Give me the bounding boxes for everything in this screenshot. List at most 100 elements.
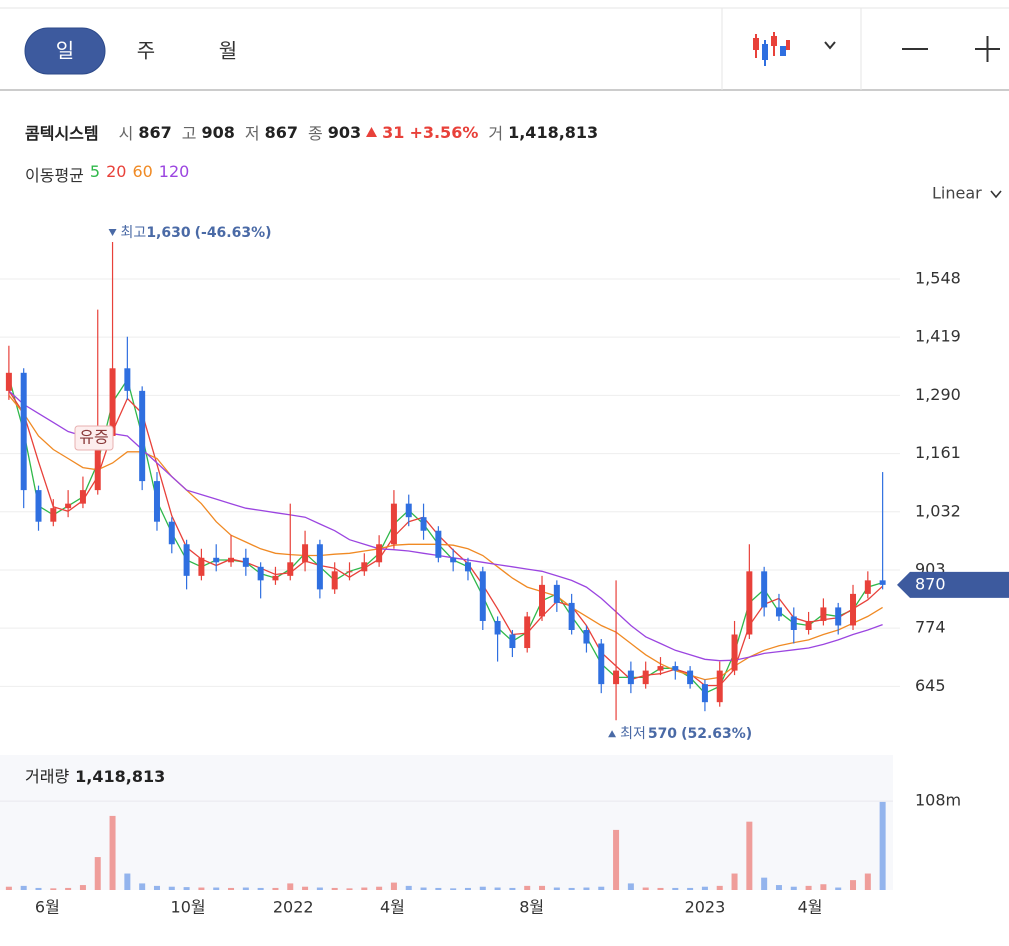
x-tick-label: 2023: [685, 898, 726, 917]
ma-title: 이동평균: [25, 166, 84, 185]
quote-label: 고: [181, 124, 197, 143]
volume-title: 거래량 1,418,813: [25, 767, 165, 786]
candle-body: [716, 670, 723, 703]
y-tick-label: 1,290: [915, 385, 961, 404]
candle-body: [183, 544, 190, 576]
volume-bar: [509, 887, 516, 890]
current-price-label: 870: [915, 574, 946, 593]
volume-bar: [835, 887, 842, 890]
candle-body: [598, 643, 605, 685]
chart-type-chevron[interactable]: [824, 41, 836, 50]
quote-label: 종: [308, 124, 323, 143]
volume-bar: [642, 887, 649, 890]
x-tick-label: 10월: [171, 898, 206, 917]
candle-body: [94, 435, 101, 491]
volume-bar: [864, 873, 871, 890]
candle-body: [450, 557, 457, 563]
candle-body: [657, 666, 664, 671]
candle-body: [805, 620, 812, 630]
candle-body: [213, 557, 220, 563]
up-triangle: [366, 127, 378, 137]
candle-body: [879, 580, 886, 585]
candle-body: [494, 620, 501, 635]
volume-bar: [494, 887, 501, 890]
volume-bar: [687, 887, 694, 890]
quote-value: 903: [327, 122, 362, 142]
min-label: 최저: [620, 726, 646, 742]
change-percent: +3.56%: [409, 122, 479, 142]
candle-body: [79, 490, 86, 504]
volume-bar: [316, 887, 323, 890]
scale-mode-chevron[interactable]: [990, 190, 1002, 199]
volume-bar: [139, 883, 146, 890]
candle-body: [228, 557, 235, 563]
volume-bar: [435, 887, 442, 890]
min-change: (52.63%): [681, 726, 752, 742]
volume-bar: [109, 815, 116, 890]
candle-body: [65, 503, 72, 509]
candle-body: [139, 390, 146, 482]
candle-body: [376, 544, 383, 563]
event-label: 유증: [79, 428, 108, 447]
chart-type-button[interactable]: [753, 32, 790, 66]
tab-day[interactable]: 일: [56, 39, 74, 63]
tab-selected-bg[interactable]: [24, 27, 106, 75]
ma-legend-item[interactable]: 5: [89, 162, 101, 181]
min-value: 570: [648, 726, 677, 742]
max-marker: [108, 228, 117, 236]
volume-bar: [405, 885, 412, 890]
volume-bar: [272, 887, 279, 890]
max-label: 최고: [121, 225, 147, 241]
candle-body: [124, 368, 131, 391]
max-annotation: 최고1,630 (-46.63%): [121, 225, 272, 241]
scale-mode[interactable]: Linear: [932, 184, 982, 203]
x-tick-label: 6월: [35, 898, 60, 917]
volume-tick-label: 108m: [915, 791, 961, 810]
current-price-flag: [897, 571, 1009, 598]
event-box: [74, 425, 114, 451]
min-annotation: 최저 570 (52.63%): [620, 726, 752, 742]
ma-legend-item[interactable]: 120: [158, 162, 190, 181]
candle-body: [50, 508, 57, 522]
candle-body: [553, 584, 560, 603]
candle-body: [835, 607, 842, 626]
volume-bar: [168, 886, 175, 890]
candle-body: [361, 562, 368, 572]
tab-week[interactable]: 주: [137, 39, 155, 63]
volume-bar: [627, 883, 634, 890]
volume-bar: [20, 885, 27, 890]
candle-body: [761, 571, 768, 608]
ma-legend-item[interactable]: 20: [106, 162, 127, 181]
volume-bar: [35, 887, 42, 890]
ma-legend-item[interactable]: 60: [132, 162, 153, 181]
volume-panel-bg: [0, 755, 893, 890]
candle-body: [775, 607, 782, 617]
candle-body: [109, 368, 116, 436]
candle-body: [35, 490, 42, 522]
volume-bar: [302, 886, 309, 890]
candle-body: [568, 602, 575, 630]
max-change: (-46.63%): [195, 225, 272, 241]
volume-bar: [553, 887, 560, 890]
volume-bar: [568, 887, 575, 890]
candle-body: [405, 503, 412, 518]
candle-body: [731, 634, 738, 671]
quote-label: 시: [118, 124, 134, 143]
candle-body: [331, 571, 338, 590]
zoom-in-button[interactable]: [975, 36, 1000, 62]
max-value: 1,630: [146, 225, 191, 241]
volume-bar: [183, 887, 190, 890]
candle-body: [850, 593, 857, 626]
volume-bar: [746, 821, 753, 890]
candle-body: [435, 530, 442, 558]
y-tick-label: 1,548: [915, 268, 961, 287]
volume-bar: [716, 885, 723, 890]
tab-month[interactable]: 월: [219, 39, 237, 63]
candle-body: [539, 584, 546, 617]
candle-body: [420, 517, 427, 531]
volume-bar: [479, 886, 486, 890]
min-marker: [608, 730, 617, 738]
candle-body: [687, 670, 694, 685]
candle-body: [153, 481, 160, 522]
candle-body: [5, 372, 12, 391]
